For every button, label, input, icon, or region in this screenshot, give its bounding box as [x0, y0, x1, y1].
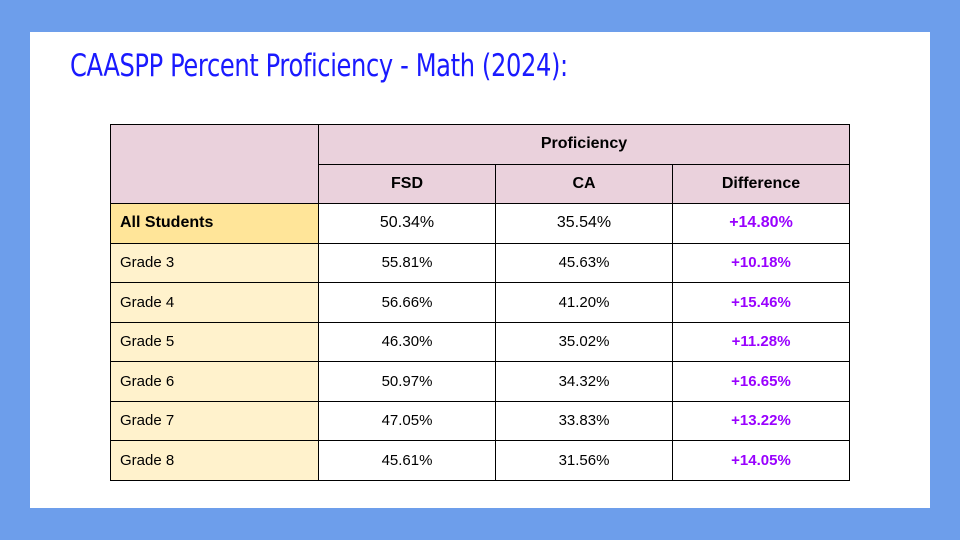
table-corner-cell	[110, 124, 319, 204]
table-row: Grade 7 47.05% 33.83% +13.22%	[110, 400, 850, 441]
difference-value: +16.65%	[672, 361, 850, 402]
ca-value: 33.83%	[495, 400, 673, 441]
table-header-row: Proficiency	[110, 124, 850, 204]
proficiency-table: Proficiency FSD CA Difference All Studen…	[110, 124, 850, 481]
proficiency-group-header: Proficiency	[318, 124, 850, 165]
table-row: Grade 4 56.66% 41.20% +15.46%	[110, 282, 850, 323]
ca-value: 35.02%	[495, 321, 673, 362]
ca-value: 34.32%	[495, 361, 673, 402]
fsd-value: 56.66%	[318, 282, 496, 323]
fsd-value: 50.34%	[318, 203, 496, 244]
row-label: All Students	[110, 203, 319, 244]
row-label: Grade 3	[110, 242, 319, 283]
difference-value: +14.80%	[672, 203, 850, 244]
table-row: Grade 5 46.30% 35.02% +11.28%	[110, 321, 850, 362]
column-header-fsd: FSD	[318, 163, 496, 204]
column-header-difference: Difference	[672, 163, 850, 204]
slide-title: CAASPP Percent Proficiency - Math (2024)…	[70, 48, 568, 84]
difference-value: +11.28%	[672, 321, 850, 362]
ca-value: 31.56%	[495, 440, 673, 481]
difference-value: +15.46%	[672, 282, 850, 323]
table-row: Grade 6 50.97% 34.32% +16.65%	[110, 361, 850, 402]
fsd-value: 50.97%	[318, 361, 496, 402]
difference-value: +10.18%	[672, 242, 850, 283]
fsd-value: 45.61%	[318, 440, 496, 481]
column-header-ca: CA	[495, 163, 673, 204]
table-subheader-row: FSD CA Difference	[111, 163, 850, 204]
ca-value: 41.20%	[495, 282, 673, 323]
ca-value: 35.54%	[495, 203, 673, 244]
row-label: Grade 5	[110, 321, 319, 362]
difference-value: +14.05%	[672, 440, 850, 481]
row-label: Grade 8	[110, 440, 319, 481]
difference-value: +13.22%	[672, 400, 850, 441]
row-label: Grade 4	[110, 282, 319, 323]
table-row: Grade 3 55.81% 45.63% +10.18%	[110, 242, 850, 283]
row-label: Grade 7	[110, 400, 319, 441]
fsd-value: 46.30%	[318, 321, 496, 362]
table-row-all-students: All Students 50.34% 35.54% +14.80%	[110, 203, 850, 244]
table-row: Grade 8 45.61% 31.56% +14.05%	[110, 440, 850, 481]
fsd-value: 55.81%	[318, 242, 496, 283]
row-label: Grade 6	[110, 361, 319, 402]
ca-value: 45.63%	[495, 242, 673, 283]
slide: CAASPP Percent Proficiency - Math (2024)…	[30, 32, 930, 508]
fsd-value: 47.05%	[318, 400, 496, 441]
